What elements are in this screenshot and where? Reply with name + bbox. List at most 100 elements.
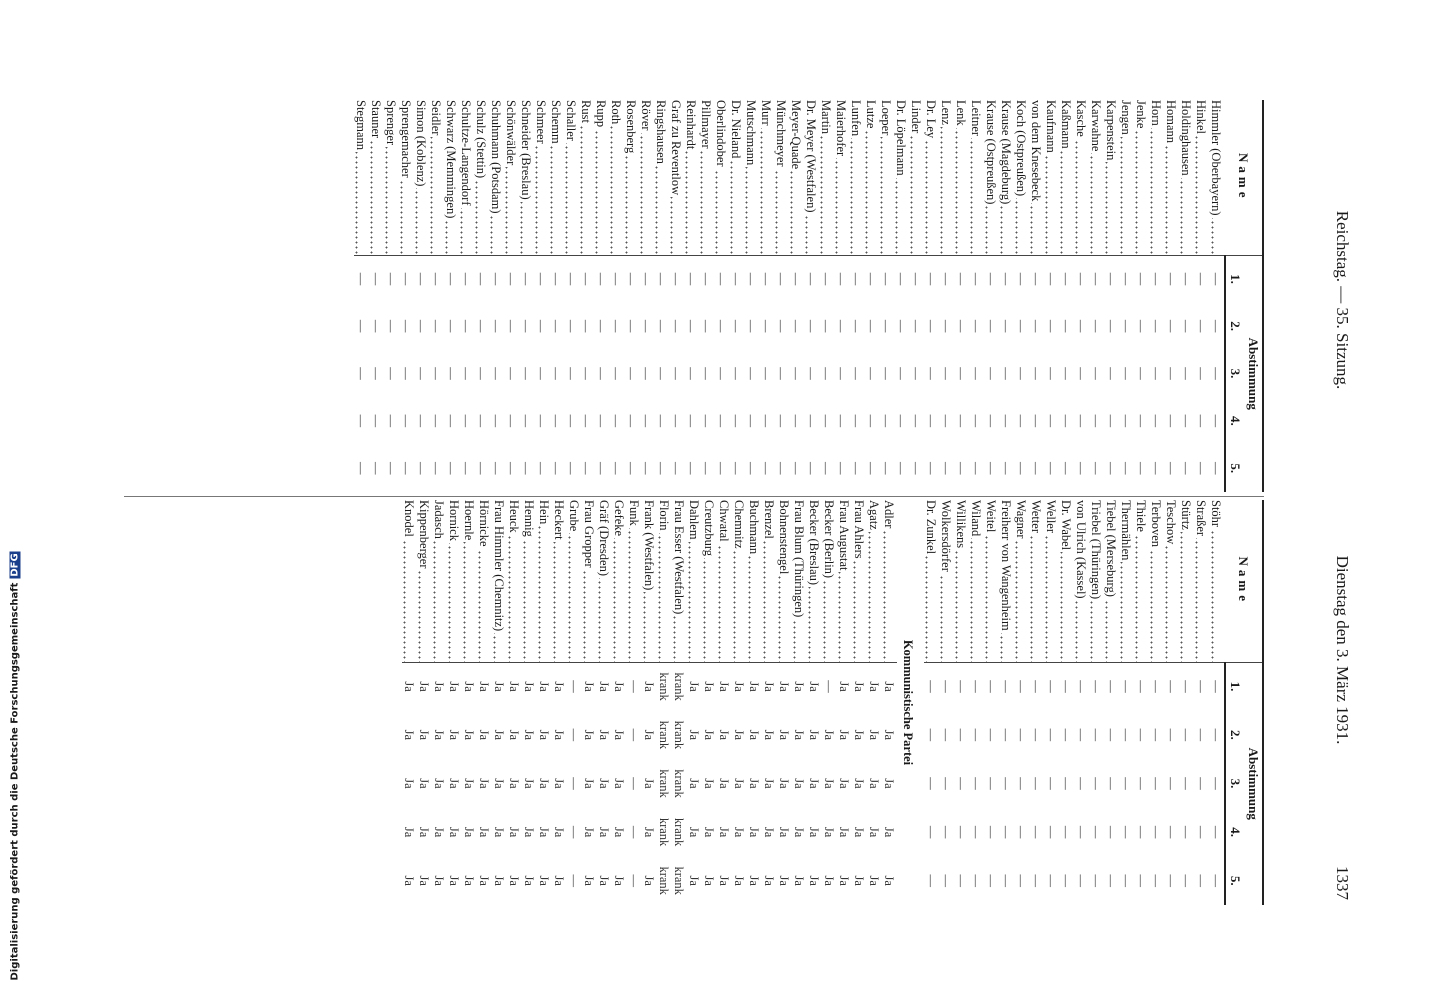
member-row: Hinkel — — — — — [1194, 100, 1209, 492]
vote-cell: — [384, 462, 398, 475]
member-row: Schaller — — — — — [564, 100, 579, 492]
vote-cell: — [939, 825, 953, 839]
vote-cell: — [969, 825, 983, 839]
vote-cell: — [939, 680, 953, 693]
member-name-cell: Ringshausen [654, 100, 669, 255]
vote-cell: — [714, 414, 728, 428]
vote-cell: — [759, 367, 773, 380]
member-name-cell: Linder [909, 100, 924, 255]
vote-cell: — [999, 728, 1013, 742]
member-name: Heuck [507, 500, 521, 535]
vote-cell: — [1059, 462, 1073, 475]
vote-cell: Ja [462, 681, 476, 692]
vote-cell: — [1134, 680, 1148, 693]
member-name: Chemnitz [732, 500, 746, 551]
vote-header: Abstimmung [1244, 662, 1263, 905]
member-name-cell: Willikens [954, 500, 969, 662]
member-name-cell: Roth [609, 100, 624, 255]
member-row: Hoernle Ja Ja Ja Ja Ja [462, 500, 477, 905]
member-row: Horn — — — — — [1149, 100, 1164, 492]
vote-cell: — [1074, 777, 1088, 790]
vote-cell: — [924, 367, 938, 380]
member-row: Weitel — — — — — [984, 500, 999, 905]
vote-cell: Ja [852, 875, 866, 886]
vote-cell: — [1134, 874, 1148, 887]
member-name: Schemm [549, 100, 563, 146]
vote-cell: — [744, 319, 758, 333]
vote-cell: Ja [417, 826, 431, 838]
member-row: Loeper — — — — — [879, 100, 894, 492]
vote-cell: — [699, 272, 713, 286]
vote-cell: — [384, 367, 398, 380]
member-name: Koch (Ostpreußen) [1014, 100, 1028, 199]
vote-cell: Ja [747, 826, 761, 838]
vote-cell: Ja [537, 778, 551, 789]
vote-cell: — [1059, 414, 1073, 428]
vote-cell: — [684, 462, 698, 475]
member-name-cell: von dem Knesebeck [1029, 100, 1044, 255]
member-row: Murr — — — — — [759, 100, 774, 492]
member-row: Dr. Meyer (Westfalen) — — — — — [804, 100, 819, 492]
vote-cell: Ja [852, 778, 866, 789]
member-name-cell: Koch (Ostpreußen) [1014, 100, 1029, 255]
member-name: Hörnicke [477, 500, 491, 549]
vote-cell: — [504, 319, 518, 333]
vote-cell: — [1089, 728, 1103, 742]
vote-cell: — [369, 319, 383, 333]
vote-cell: krank [657, 817, 671, 847]
member-name: Reinhardt [684, 100, 698, 152]
vote-cell: — [954, 825, 968, 839]
vote-cell: Ja [762, 826, 776, 838]
vote-cell: Ja [837, 681, 851, 692]
member-name: Triebel (Thüringen) [1089, 500, 1103, 602]
vote-cell: — [459, 272, 473, 286]
vote-cell: — [1089, 680, 1103, 693]
member-name: Knodel [402, 500, 416, 539]
vote-cell: Ja [882, 778, 896, 789]
vote-cell: — [924, 728, 938, 742]
vote-cell: Ja [777, 729, 791, 741]
member-name: Sprengemacher [399, 100, 413, 180]
vote-table: Name Abstimmung 1. 2. 3. 4. 5. Stöhr — — — — — Straße… [402, 500, 1264, 905]
member-row: Dr. Wabel — — — — — [1059, 500, 1074, 905]
vote-cell: krank [672, 866, 686, 895]
vote-cell: — [549, 319, 563, 333]
vote-cell: — [627, 825, 641, 839]
vote-cell: — [564, 367, 578, 380]
vote-cell: — [459, 319, 473, 333]
member-name: Frau Blum (Thüringen) [792, 500, 806, 620]
vote-cell: — [1044, 367, 1058, 380]
vote-cell: — [1044, 777, 1058, 790]
member-name-cell: Horn [1149, 100, 1164, 255]
vote-cell: — [879, 319, 893, 333]
vote-cell: — [939, 777, 953, 790]
member-name: Gefeke [612, 500, 626, 539]
member-name: Krause (Magdeburg) [999, 100, 1013, 207]
vote-cell: — [654, 319, 668, 333]
member-row: Weller — — — — — [1044, 500, 1059, 905]
vote-cell: — [579, 367, 593, 380]
vote-cell: Ja [597, 729, 611, 741]
vote-cell: — [1194, 825, 1208, 839]
member-row: Jengen — — — — — [1119, 100, 1134, 492]
member-name-cell: Becker (Berlin) [822, 500, 837, 662]
vote-cell: — [939, 319, 953, 333]
vote-cell: — [384, 319, 398, 333]
vote-cell: — [1044, 680, 1058, 693]
vote-cell: — [969, 414, 983, 428]
vote-cell: Ja [867, 778, 881, 789]
vote-cell: Ja [882, 729, 896, 741]
member-name-cell: Murr [759, 100, 774, 255]
member-name: Sprenger [384, 100, 398, 148]
vote-cell: — [789, 272, 803, 286]
member-row: Frau Gropper Ja Ja Ja Ja Ja [582, 500, 597, 905]
member-row: Roth — — — — — [609, 100, 624, 492]
member-row: Schmeer — — — — — [534, 100, 549, 492]
member-name: Jadasch [432, 500, 446, 541]
vote-cell: Ja [507, 875, 521, 886]
vote-cell: — [984, 414, 998, 428]
vote-cell: — [1149, 825, 1163, 839]
member-name-cell: Loeper [879, 100, 894, 255]
vote-cell: — [684, 319, 698, 333]
vote-cell: — [924, 874, 938, 887]
